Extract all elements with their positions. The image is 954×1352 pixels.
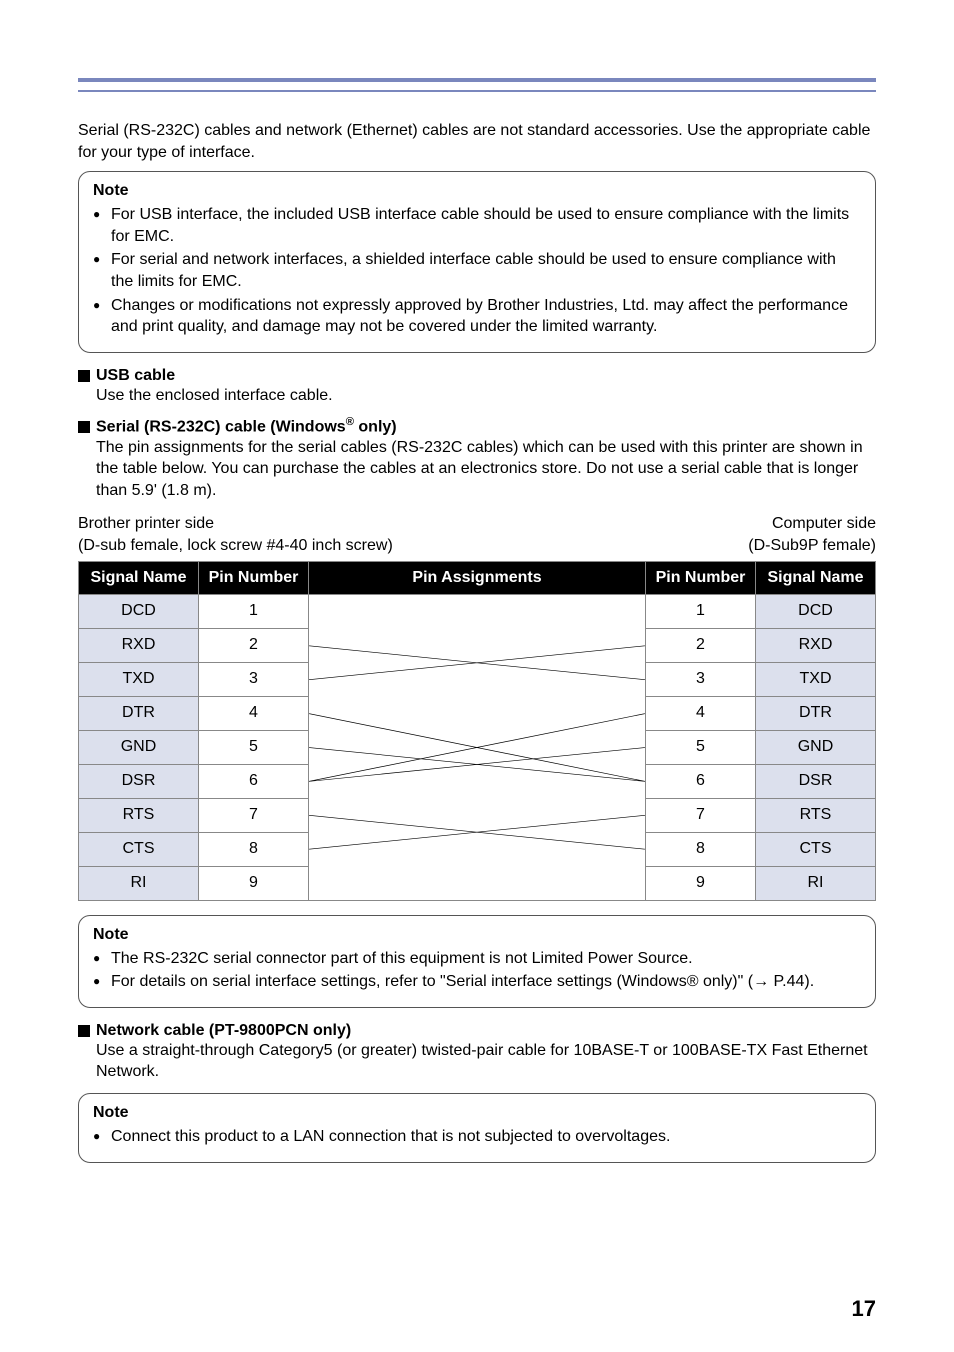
pin-number-left: 5 — [199, 730, 309, 764]
serial-body: The pin assignments for the serial cable… — [78, 437, 876, 502]
note-2-item: The RS-232C serial connector part of thi… — [93, 948, 861, 970]
square-bullet-icon — [78, 1025, 90, 1037]
pin-assignment-diagram — [309, 594, 646, 900]
note-box-1: Note For USB interface, the included USB… — [78, 171, 876, 353]
square-bullet-icon — [78, 370, 90, 382]
usb-heading: USB cable — [78, 367, 876, 385]
square-bullet-icon — [78, 421, 90, 433]
signal-name-right: CTS — [756, 832, 876, 866]
note-box-2: Note The RS-232C serial connector part o… — [78, 915, 876, 1008]
note-2-item: For details on serial interface settings… — [93, 971, 861, 993]
pin-number-right: 2 — [646, 628, 756, 662]
printer-side-line1: Brother printer side — [78, 513, 393, 535]
pin-assignment-table: Signal Name Pin Number Pin Assignments P… — [78, 561, 876, 901]
network-body: Use a straight-through Category5 (or gre… — [78, 1040, 876, 1083]
computer-side-line2: (D-Sub9P female) — [748, 535, 876, 557]
signal-name-left: RXD — [79, 628, 199, 662]
pin-number-right: 4 — [646, 696, 756, 730]
table-row: DCD11DCD — [79, 594, 876, 628]
wiring-diagram-icon — [309, 595, 645, 900]
pin-number-right: 5 — [646, 730, 756, 764]
th-signal-name-l: Signal Name — [79, 561, 199, 594]
th-signal-name-r: Signal Name — [756, 561, 876, 594]
top-rule — [78, 78, 876, 82]
note-1-list: For USB interface, the included USB inte… — [93, 204, 861, 338]
usb-body: Use the enclosed interface cable. — [78, 385, 876, 407]
pin-number-left: 1 — [199, 594, 309, 628]
network-heading-text: Network cable (PT-9800PCN only) — [96, 1022, 351, 1040]
pin-number-right: 8 — [646, 832, 756, 866]
signal-name-left: DTR — [79, 696, 199, 730]
signal-name-right: DSR — [756, 764, 876, 798]
signal-name-left: DSR — [79, 764, 199, 798]
computer-side-line1: Computer side — [748, 513, 876, 535]
pin-number-left: 9 — [199, 866, 309, 900]
pin-number-left: 6 — [199, 764, 309, 798]
pin-number-left: 4 — [199, 696, 309, 730]
th-pin-number-r: Pin Number — [646, 561, 756, 594]
printer-side-label: Brother printer side (D-sub female, lock… — [78, 513, 393, 556]
signal-name-left: CTS — [79, 832, 199, 866]
serial-heading-post: only) — [354, 419, 397, 436]
note-box-3: Note Connect this product to a LAN conne… — [78, 1093, 876, 1163]
sub-rule — [78, 90, 876, 92]
pin-number-right: 7 — [646, 798, 756, 832]
signal-name-left: RTS — [79, 798, 199, 832]
note-3-title: Note — [93, 1104, 861, 1122]
computer-side-label: Computer side (D-Sub9P female) — [748, 513, 876, 556]
pin-number-right: 6 — [646, 764, 756, 798]
signal-name-right: RXD — [756, 628, 876, 662]
note-3-list: Connect this product to a LAN connection… — [93, 1126, 861, 1148]
pin-number-right: 3 — [646, 662, 756, 696]
signal-name-right: RI — [756, 866, 876, 900]
signal-name-right: GND — [756, 730, 876, 764]
note-1-title: Note — [93, 182, 861, 200]
usb-heading-text: USB cable — [96, 367, 175, 385]
signal-name-left: DCD — [79, 594, 199, 628]
serial-heading-pre: Serial (RS-232C) cable (Windows — [96, 419, 346, 436]
table-header-row: Signal Name Pin Number Pin Assignments P… — [79, 561, 876, 594]
note-1-item: For USB interface, the included USB inte… — [93, 204, 861, 247]
registered-icon: ® — [346, 416, 354, 428]
note-1-item: For serial and network interfaces, a shi… — [93, 249, 861, 292]
network-heading: Network cable (PT-9800PCN only) — [78, 1022, 876, 1040]
th-pin-number-l: Pin Number — [199, 561, 309, 594]
pin-number-left: 8 — [199, 832, 309, 866]
intro-text: Serial (RS-232C) cables and network (Eth… — [78, 120, 876, 163]
signal-name-right: DTR — [756, 696, 876, 730]
page-number: 17 — [852, 1296, 876, 1322]
note-2-title: Note — [93, 926, 861, 944]
signal-name-right: RTS — [756, 798, 876, 832]
signal-name-right: TXD — [756, 662, 876, 696]
signal-name-right: DCD — [756, 594, 876, 628]
serial-heading: Serial (RS-232C) cable (Windows® only) — [78, 416, 876, 436]
pin-number-right: 9 — [646, 866, 756, 900]
signal-name-left: GND — [79, 730, 199, 764]
pin-number-right: 1 — [646, 594, 756, 628]
note-2-list: The RS-232C serial connector part of thi… — [93, 948, 861, 993]
signal-name-left: TXD — [79, 662, 199, 696]
note-1-item: Changes or modifications not expressly a… — [93, 295, 861, 338]
th-pin-assignments: Pin Assignments — [309, 561, 646, 594]
pin-number-left: 7 — [199, 798, 309, 832]
pin-number-left: 2 — [199, 628, 309, 662]
note-3-item: Connect this product to a LAN connection… — [93, 1126, 861, 1148]
side-labels: Brother printer side (D-sub female, lock… — [78, 513, 876, 556]
serial-heading-text: Serial (RS-232C) cable (Windows® only) — [96, 416, 397, 436]
pin-number-left: 3 — [199, 662, 309, 696]
printer-side-line2: (D-sub female, lock screw #4-40 inch scr… — [78, 535, 393, 557]
signal-name-left: RI — [79, 866, 199, 900]
